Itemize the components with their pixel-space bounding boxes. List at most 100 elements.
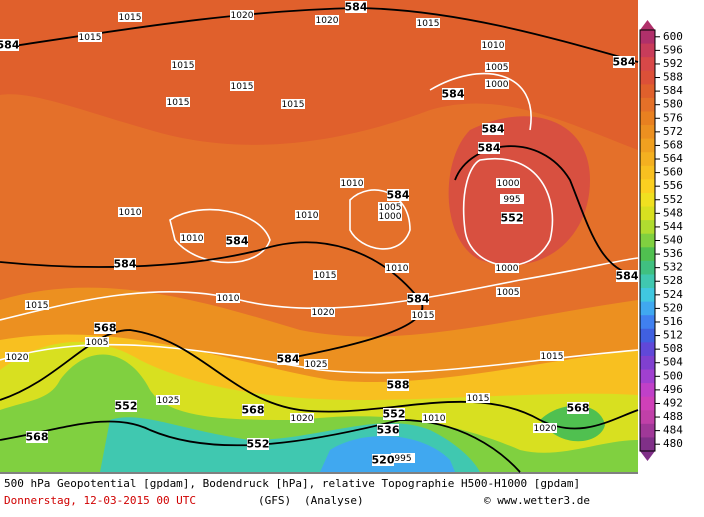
pressure-label: 1005 — [497, 288, 520, 298]
footer-date: Donnerstag, 12-03-2015 00 UTC — [4, 494, 196, 507]
colorbar-label: 580 — [663, 98, 683, 111]
colorbar-swatch — [640, 84, 655, 99]
pressure-label: 1025 — [305, 360, 328, 370]
pressure-label-box — [411, 310, 435, 320]
height-label-box — [613, 56, 635, 68]
pressure-label-box — [25, 300, 49, 310]
pressure-label: 1010 — [341, 179, 364, 189]
pressure-label: 1010 — [423, 414, 446, 424]
height-label: 584 — [345, 1, 368, 14]
height-label: 584 — [442, 88, 465, 101]
pressure-label: 1010 — [181, 234, 204, 244]
colorbar-swatch — [640, 206, 655, 221]
footer-description: 500 hPa Geopotential [gpdam], Bodendruck… — [4, 477, 580, 490]
pressure-label-box — [118, 207, 142, 217]
colorbar-swatch — [640, 396, 655, 411]
pressure-label: 1015 — [417, 19, 440, 29]
colorbar-label: 488 — [663, 410, 683, 423]
pressure-label-box — [315, 15, 339, 25]
pressure-label-box — [304, 359, 328, 369]
pressure-label: 1000 — [496, 264, 519, 274]
pressure-label-box — [85, 337, 109, 347]
height-label-box — [247, 438, 269, 450]
colorbar-swatch — [640, 247, 655, 262]
pressure-label-box — [481, 40, 505, 50]
colorbar-label: 500 — [663, 369, 683, 382]
height-label-box — [407, 293, 429, 305]
colorbar-label: 544 — [663, 220, 683, 233]
colorbar-label: 596 — [663, 43, 683, 56]
colorbar-swatch — [640, 342, 655, 357]
height-label-box — [226, 235, 248, 247]
height-label: 584 — [387, 189, 410, 202]
height-label: 584 — [613, 56, 636, 69]
pressure-label: 1015 — [314, 271, 337, 281]
colorbar-swatch — [640, 125, 655, 140]
pressure-label: 1010 — [217, 294, 240, 304]
pressure-label-box — [466, 393, 490, 403]
pressure-label-box — [118, 12, 142, 22]
pressure-label-box — [180, 233, 204, 243]
colorbar-swatch — [640, 437, 655, 452]
colorbar-swatch — [640, 383, 655, 398]
pressure-label-box — [290, 413, 314, 423]
height-label: 568 — [26, 431, 49, 444]
colorbar-swatch — [640, 43, 655, 58]
colorbar-swatch — [640, 260, 655, 275]
colorbar-swatch — [640, 220, 655, 235]
pressure-label-box — [416, 18, 440, 28]
footer-credit: © www.wetter3.de — [484, 494, 590, 507]
colorbar-label: 548 — [663, 206, 683, 219]
field-584 — [0, 0, 638, 150]
pressure-label-box — [295, 210, 319, 220]
pressure-label-box — [533, 423, 557, 433]
colorbar-swatch — [640, 179, 655, 194]
colorbar-swatch — [640, 315, 655, 330]
colorbar-arrow-top — [640, 20, 655, 30]
pressure-label-box — [340, 178, 364, 188]
colorbar-label: 564 — [663, 152, 683, 165]
colorbar-label: 520 — [663, 301, 683, 314]
height-label: 552 — [383, 408, 406, 421]
pressure-label: 995 — [394, 454, 411, 464]
colorbar-label: 556 — [663, 179, 683, 192]
colorbar-frame — [639, 29, 656, 452]
pressure-label-box — [485, 79, 509, 89]
height-label-box — [616, 270, 638, 282]
colorbar-swatch — [640, 355, 655, 371]
colorbar-label: 568 — [663, 138, 683, 151]
pressure-label: 1000 — [497, 179, 520, 189]
pressure-label-box — [5, 352, 29, 362]
pressure-label-box — [311, 307, 335, 317]
pressure-label: 1015 — [167, 98, 190, 108]
height-label-box — [387, 189, 409, 201]
pressure-label: 1015 — [172, 61, 195, 71]
height-label-box — [345, 1, 367, 13]
colorbar-label: 584 — [663, 84, 683, 97]
pressure-label-box — [156, 395, 180, 405]
colorbar-label: 508 — [663, 342, 683, 355]
colorbar-label: 592 — [663, 57, 683, 70]
height-label: 584 — [482, 123, 505, 136]
height-label: 536 — [377, 424, 400, 437]
colorbar-label: 576 — [663, 111, 683, 124]
height-label: 520 — [372, 454, 395, 467]
pressure-label: 1020 — [316, 16, 339, 26]
height-label: 584 — [0, 39, 20, 52]
colorbar-swatch — [640, 423, 655, 438]
colorbar-swatch — [640, 274, 655, 289]
colorbar-swatch — [640, 111, 655, 126]
height-label-box — [277, 353, 299, 365]
footer-run: (Analyse) — [304, 494, 364, 507]
colorbar-label: 600 — [663, 30, 683, 43]
pressure-label: 1015 — [79, 33, 102, 43]
colorbar-swatch — [640, 328, 655, 343]
pressure-label: 1020 — [6, 353, 29, 363]
colorbar-arrow-bottom — [640, 451, 655, 461]
height-label-box — [26, 431, 48, 443]
colorbar-swatch — [640, 57, 655, 72]
footer: 500 hPa Geopotential [gpdam], Bodendruck… — [0, 472, 638, 507]
colorbar-label: 528 — [663, 274, 683, 287]
pressure-label-box — [216, 293, 240, 303]
